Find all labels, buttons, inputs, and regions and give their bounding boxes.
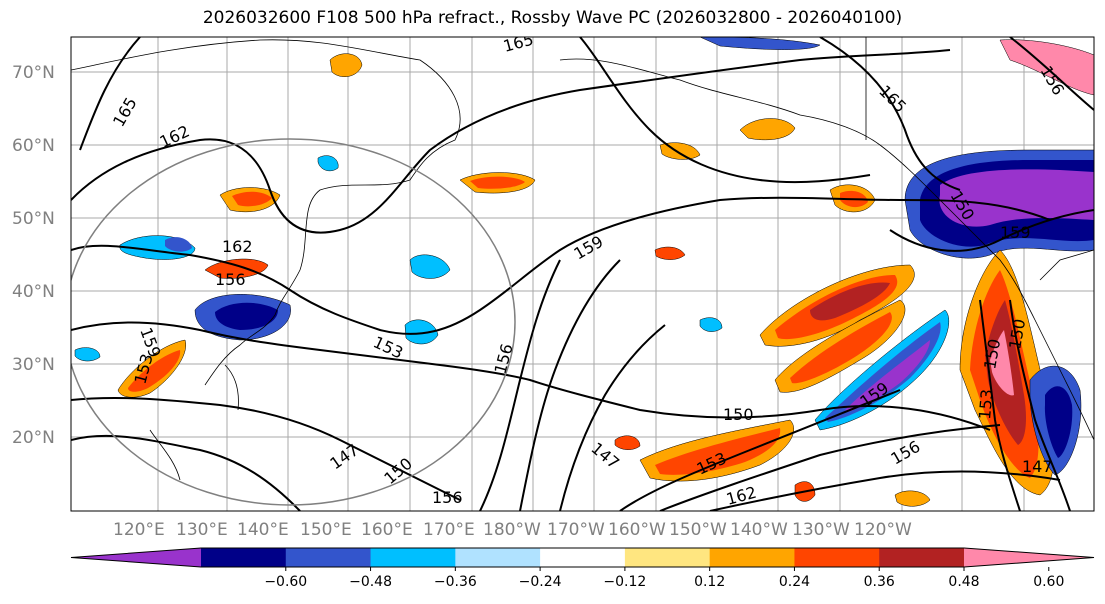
- lon-label: 120°W: [854, 520, 912, 540]
- lat-label: 40°N: [12, 282, 55, 302]
- colorbar-tick-label: −0.48: [349, 574, 392, 590]
- colorbar-tick-label: 0.24: [779, 574, 810, 590]
- lat-label: 20°N: [12, 428, 55, 448]
- map-plot-area: 165 165 162 165 162 156 159 159 153 159 …: [71, 37, 1094, 511]
- contour-label: 162: [222, 237, 253, 256]
- colorbar-tick-label: 0.36: [864, 574, 895, 590]
- graticule: [71, 37, 1094, 511]
- contour-label: 156: [432, 488, 463, 507]
- lon-label: 170°W: [547, 520, 605, 540]
- contour-label: 147: [1022, 457, 1053, 476]
- lon-label: 130°W: [792, 520, 850, 540]
- lon-label: 130°E: [176, 520, 228, 540]
- lon-label: 150°W: [669, 520, 727, 540]
- colorbar-segment: [285, 548, 372, 567]
- colorbar-tick-label: 0.60: [1033, 574, 1064, 590]
- contour-label: 153: [975, 388, 997, 420]
- contour-label: 156: [215, 270, 246, 289]
- lon-label: 140°E: [237, 520, 289, 540]
- colorbar-segment: [540, 548, 626, 567]
- colorbar-tick-label: 0.12: [694, 574, 725, 590]
- colorbar-tick-label: −0.36: [434, 574, 477, 590]
- lon-label: 150°E: [300, 520, 352, 540]
- colorbar-segment: [370, 548, 456, 567]
- colorbar-segment: [201, 548, 287, 567]
- lat-label: 30°N: [12, 355, 55, 375]
- lon-label: 160°E: [361, 520, 413, 540]
- colorbar: −0.60 −0.48 −0.36 −0.24 −0.12 0.12 0.24 0.36 0.4…: [70, 547, 1095, 590]
- colorbar-tick-label: −0.12: [603, 574, 646, 590]
- longitude-axis: 120°E 130°E 140°E 150°E 160°E 170°E 180°…: [113, 520, 912, 540]
- lon-label: 180°W: [483, 520, 541, 540]
- colorbar-extend-high: [964, 548, 1094, 567]
- colorbar-segment: [624, 548, 711, 567]
- refractivity-contours: [71, 37, 1094, 511]
- colorbar-segment: [879, 548, 965, 567]
- lon-label: 170°E: [423, 520, 475, 540]
- colorbar-tick-label: −0.24: [519, 574, 562, 590]
- map-title: 2026032600 F108 500 hPa refract., Rossby…: [202, 8, 903, 28]
- colorbar-extend-low: [71, 548, 201, 567]
- lat-label: 50°N: [12, 209, 55, 229]
- contour-label: 150: [723, 405, 754, 424]
- latitude-axis: 70°N 60°N 50°N 40°N 30°N 20°N: [12, 63, 55, 448]
- lat-label: 60°N: [12, 136, 55, 156]
- contour-label: 159: [1000, 223, 1031, 242]
- lat-label: 70°N: [12, 63, 55, 83]
- colorbar-outline: [70, 547, 1095, 568]
- colorbar-segment: [709, 548, 795, 567]
- lon-label: 120°E: [113, 520, 165, 540]
- coastlines: [71, 37, 1094, 481]
- lon-label: 140°W: [730, 520, 788, 540]
- anomaly-shading: [74, 37, 1094, 507]
- colorbar-segment: [794, 548, 880, 567]
- colorbar-segment: [455, 548, 541, 567]
- reference-circle: [71, 138, 516, 506]
- colorbar-tick-label: −0.60: [264, 574, 307, 590]
- colorbar-tick-label: 0.48: [948, 574, 979, 590]
- map-frame: [70, 36, 1095, 512]
- lon-label: 160°W: [608, 520, 666, 540]
